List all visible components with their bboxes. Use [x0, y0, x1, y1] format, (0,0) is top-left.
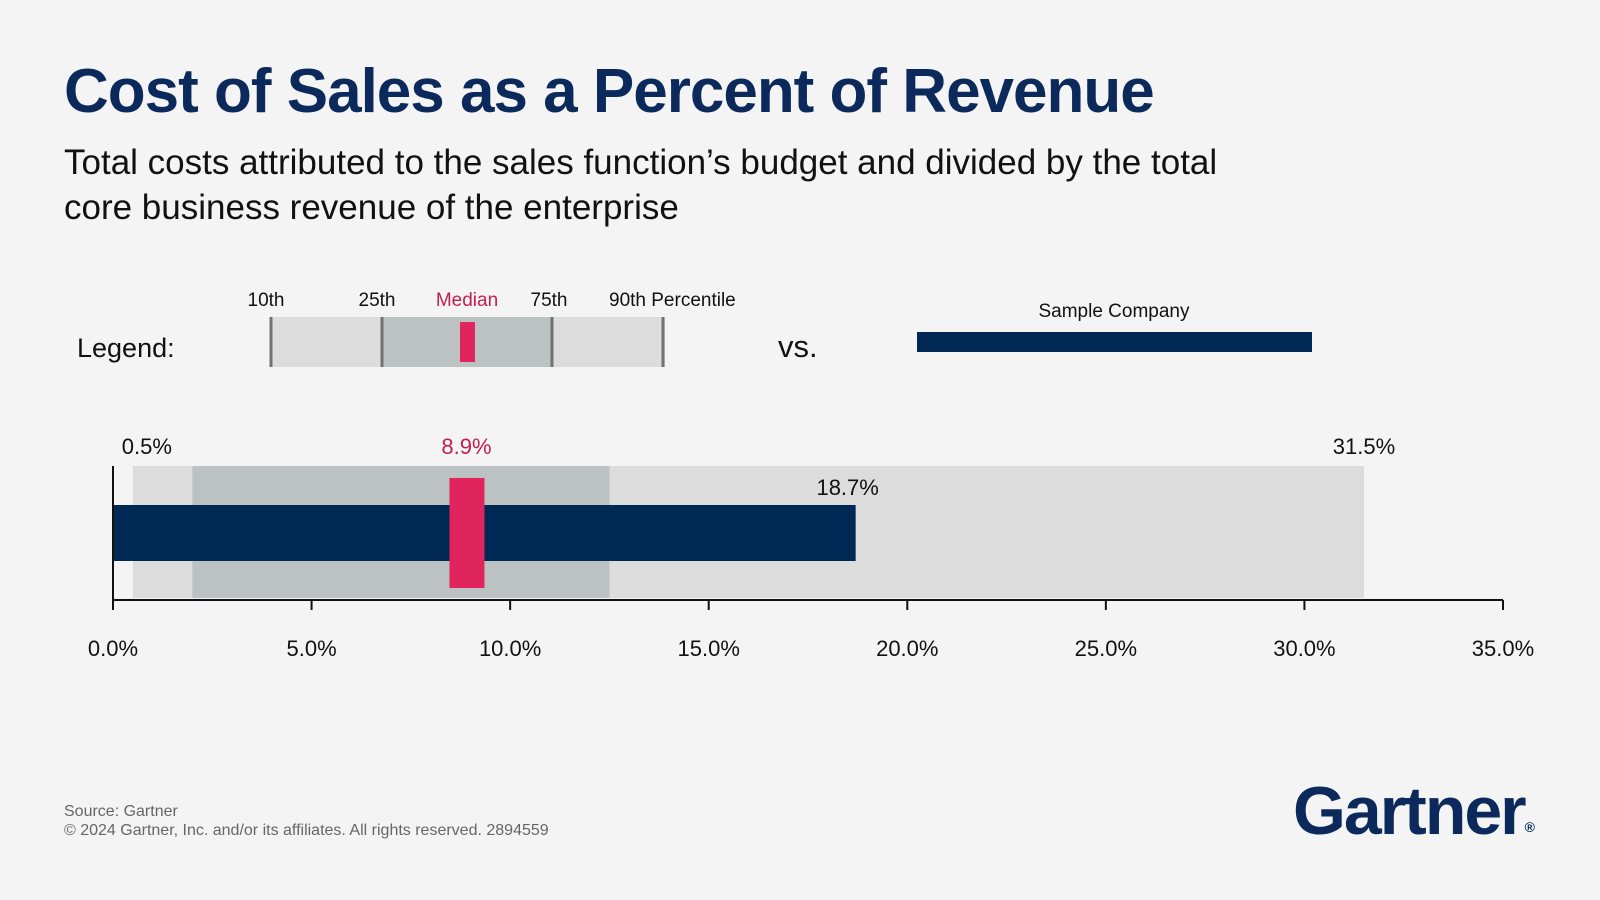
legend-label: Legend:	[77, 333, 175, 363]
legend-sample-label: Sample Company	[1038, 301, 1190, 322]
copyright-note: © 2024 Gartner, Inc. and/or its affiliat…	[64, 822, 549, 839]
x-tick-label: 0.0%	[88, 636, 138, 661]
legend-median-label: Median	[436, 290, 498, 311]
x-tick-label: 35.0%	[1472, 636, 1534, 661]
footer: Source: Gartner © 2024 Gartner, Inc. and…	[64, 802, 549, 840]
legend-p10-label: 10th	[248, 290, 285, 311]
legend-sample-bar	[917, 332, 1312, 352]
legend-median-marker	[460, 322, 475, 362]
x-tick-label: 30.0%	[1273, 636, 1335, 661]
median-marker	[449, 478, 485, 588]
legend-vs-label: vs.	[778, 329, 818, 364]
chart-subtitle: Total costs attributed to the sales func…	[64, 143, 1218, 227]
p10-value-label: 0.5%	[122, 434, 172, 459]
x-tick-label: 10.0%	[479, 636, 541, 661]
legend-p90-label: 90th Percentile	[609, 290, 736, 311]
x-tick-label: 20.0%	[876, 636, 938, 661]
x-tick-label: 5.0%	[286, 636, 336, 661]
legend-p25-label: 25th	[359, 290, 396, 311]
median-value-label: 8.9%	[441, 434, 491, 459]
sample-value-label: 18.7%	[816, 475, 878, 500]
source-note: Source: Gartner	[64, 803, 178, 820]
registered-mark: ®	[1524, 819, 1535, 835]
chart-title: Cost of Sales as a Percent of Revenue	[64, 57, 1155, 126]
x-tick-label: 25.0%	[1075, 636, 1137, 661]
p90-value-label: 31.5%	[1333, 434, 1395, 459]
main-bullet: 0.5% 8.9% 31.5% 18.7% 0.0% 5.0% 10.0% 15.0%…	[88, 434, 1534, 661]
x-axis-ticks: 0.0% 5.0% 10.0% 15.0% 20.0% 25.0% 30.0% 35.0%	[88, 600, 1534, 661]
gartner-logo: Gartner®	[1293, 772, 1535, 850]
legend-p75-label: 75th	[531, 290, 568, 311]
legend-graphic: 10th 25th Median 75th 90th Percentile Sa…	[248, 290, 1312, 367]
logo-text: Gartner	[1293, 773, 1527, 849]
x-tick-label: 15.0%	[678, 636, 740, 661]
